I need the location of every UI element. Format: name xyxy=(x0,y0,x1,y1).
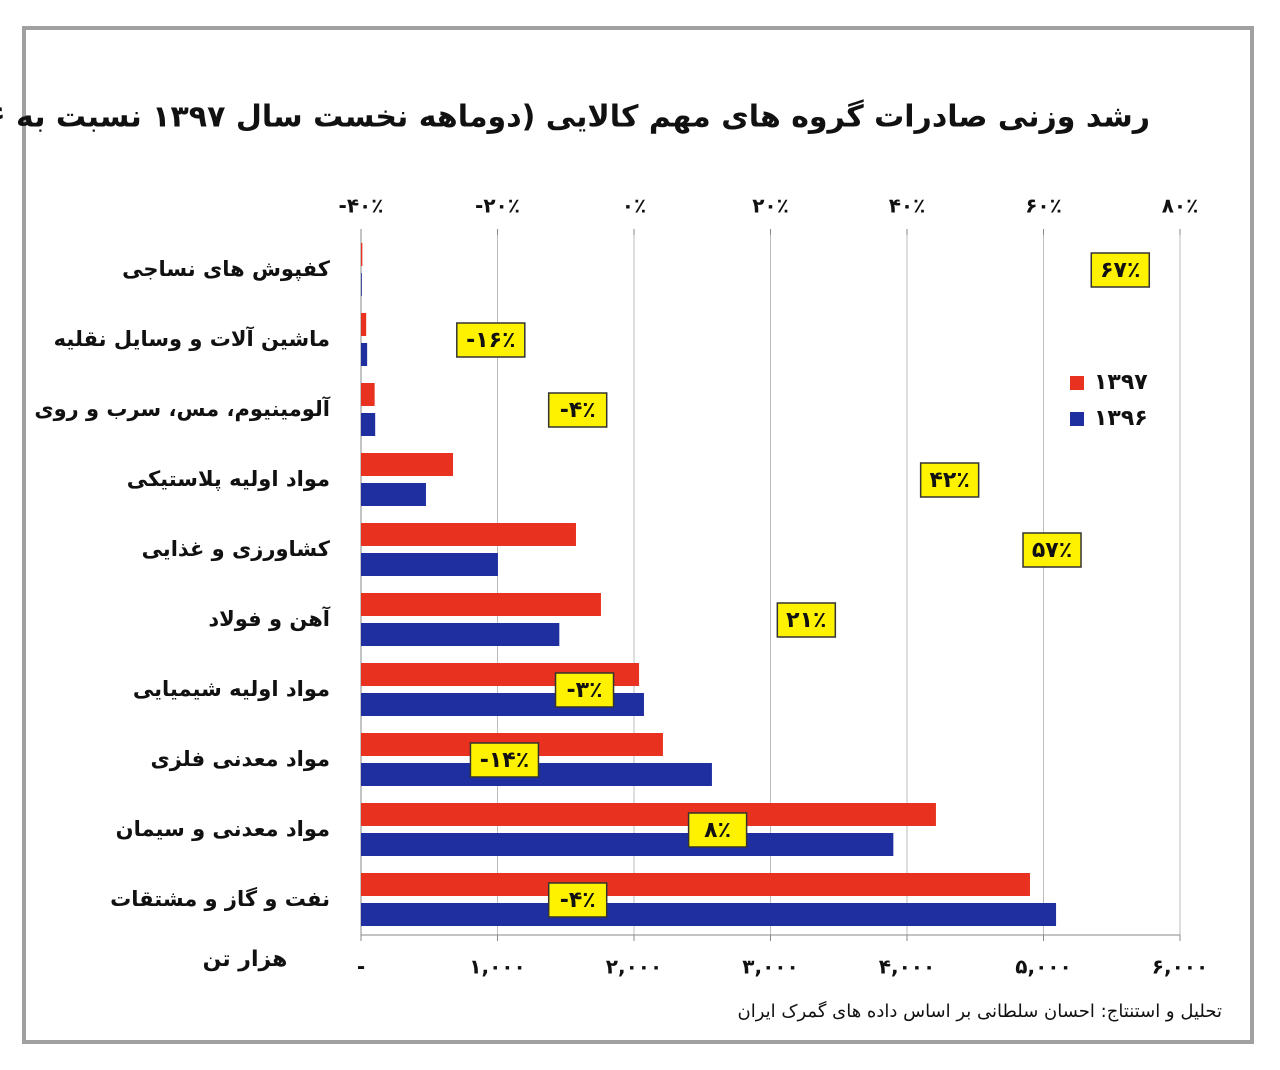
growth-label-box xyxy=(776,602,837,638)
y-tick-label: ماشین آلات و وسایل نقلیه xyxy=(54,326,330,351)
bar xyxy=(361,453,454,476)
x-tick-label: ۲,۰۰۰ xyxy=(606,955,662,979)
growth-label: -۴٪ xyxy=(560,398,596,423)
bar xyxy=(361,873,1030,896)
growth-label-box xyxy=(1022,532,1082,568)
x-tick-label: ۵,۰۰۰ xyxy=(1015,955,1071,979)
bar xyxy=(361,483,426,506)
growth-label: -۳٪ xyxy=(567,678,603,703)
legend-swatch xyxy=(1070,412,1084,426)
bar xyxy=(361,243,363,266)
bar xyxy=(361,413,376,436)
bar xyxy=(361,343,368,366)
bar xyxy=(361,553,498,576)
bar xyxy=(361,383,375,406)
bar xyxy=(361,623,560,646)
x-tick-label: ۱,۰۰۰ xyxy=(469,955,525,979)
growth-label: -۱۶٪ xyxy=(466,328,515,353)
x2-tick-label: ۸۰٪ xyxy=(1162,194,1199,218)
bar xyxy=(361,903,1057,926)
y-tick-label: مواد معدنی فلزی xyxy=(150,747,330,771)
growth-label: ۴۲٪ xyxy=(930,468,970,493)
growth-label: ۵۷٪ xyxy=(1032,538,1072,563)
chart-title: رشد وزنی صادرات گروه های مهم کالایی (دوم… xyxy=(0,99,1150,135)
growth-label-box xyxy=(547,392,608,428)
x-tick-label: ۶,۰۰۰ xyxy=(1152,955,1208,979)
frame xyxy=(22,26,1254,1044)
growth-label-box xyxy=(547,882,608,918)
source-note: تحلیل و استنتاج: احسان سلطانی بر اساس دا… xyxy=(738,1000,1223,1022)
legend-label: ۱۳۹۶ xyxy=(1094,406,1148,431)
growth-label: ۸٪ xyxy=(704,818,731,843)
growth-label: -۱۴٪ xyxy=(480,748,529,773)
legend-label: ۱۳۹۷ xyxy=(1094,370,1148,395)
y-tick-label: کفپوش های نساجی xyxy=(122,257,331,281)
growth-label: -۴٪ xyxy=(560,888,596,913)
growth-label-box xyxy=(687,812,748,848)
bar xyxy=(361,803,936,826)
x2-tick-label: -۲۰٪ xyxy=(475,194,520,218)
y-tick-label: آهن و فولاد xyxy=(208,606,330,631)
growth-label-box xyxy=(469,742,540,778)
y-tick-label: مواد اولیه پلاستیکی xyxy=(127,467,330,491)
growth-label-box xyxy=(1090,252,1151,288)
x-axis-label: هزار تن xyxy=(203,947,288,972)
bar xyxy=(361,523,576,546)
x-tick-label: ۴,۰۰۰ xyxy=(879,955,935,979)
x2-tick-label: ۰٪ xyxy=(622,194,646,218)
growth-label: ۶۷٪ xyxy=(1100,258,1140,283)
x2-tick-label: ۶۰٪ xyxy=(1025,194,1062,218)
growth-label-box xyxy=(456,322,526,358)
x2-tick-label: ۲۰٪ xyxy=(752,194,789,218)
bar xyxy=(361,593,601,616)
legend-swatch xyxy=(1070,376,1084,390)
y-tick-label: کشاورزی و غذایی xyxy=(142,537,331,561)
y-tick-label: آلومینیوم، مس، سرب و روی xyxy=(34,396,330,421)
x2-tick-label: ۴۰٪ xyxy=(889,194,926,218)
growth-label: ۲۱٪ xyxy=(786,608,826,633)
y-tick-label: نفت و گاز و مشتقات xyxy=(110,886,330,911)
y-tick-label: مواد معدنی و سیمان xyxy=(116,817,330,841)
x-tick-label: ۳,۰۰۰ xyxy=(742,955,798,979)
growth-label-box xyxy=(554,672,615,708)
x-tick-label: - xyxy=(357,955,365,979)
growth-label-box xyxy=(919,462,980,498)
x2-tick-label: -۴۰٪ xyxy=(339,194,384,218)
y-tick-label: مواد اولیه شیمیایی xyxy=(133,677,330,701)
bar xyxy=(361,833,894,856)
bar xyxy=(361,273,362,296)
bar xyxy=(361,313,367,336)
